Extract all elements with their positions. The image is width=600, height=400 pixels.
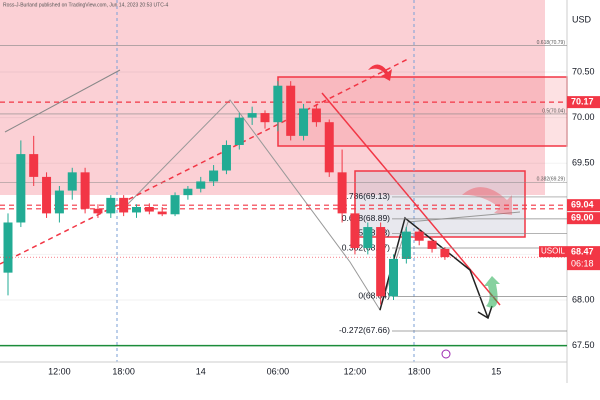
arrow-icon	[368, 64, 392, 81]
fib-label: -0.272(67.66)	[339, 325, 390, 335]
candle-body	[132, 206, 141, 213]
candle-body	[93, 208, 103, 214]
y-tick-label: 68.00	[572, 294, 595, 304]
arrow-icon	[484, 276, 500, 308]
x-tick-label: 15	[491, 366, 501, 376]
price-tag-label: 69.00	[571, 213, 594, 223]
candle-body	[183, 188, 193, 196]
candle-body	[440, 248, 450, 258]
candle-body	[311, 108, 321, 123]
fib-label: 0.382(69.29)	[537, 177, 566, 183]
y-tick-label: 69.50	[572, 158, 595, 168]
currency: USD	[572, 14, 592, 24]
candle-body	[196, 181, 206, 189]
event-icon	[441, 349, 451, 359]
price-tag-label: 69.04	[571, 200, 594, 210]
x-tick-label: 12:00	[48, 366, 71, 376]
price-tag-label: 70.17	[571, 97, 594, 107]
price-tag	[567, 199, 600, 212]
candle-body	[209, 170, 219, 182]
x-tick-label: 06:00	[267, 366, 290, 376]
candle-body	[221, 144, 231, 171]
candle-body	[157, 211, 167, 215]
supply-zone	[277, 76, 568, 147]
candle-body	[389, 258, 398, 297]
fib-label: 0.5(70.04)	[542, 108, 565, 114]
y-tick-label: 70.50	[572, 66, 595, 76]
candle-body	[350, 213, 360, 249]
price-tag	[567, 212, 600, 225]
zigzag	[119, 99, 521, 312]
candle-body	[286, 85, 296, 136]
last-price-tag	[567, 246, 600, 271]
y-tick-label: 67.50	[572, 340, 595, 350]
symbol-label: USOIL	[541, 247, 566, 256]
x-tick-label: 18:00	[408, 366, 431, 376]
fib-label: 0.786(69.13)	[342, 191, 390, 201]
arrow-head	[477, 305, 493, 320]
candle-body	[414, 231, 424, 241]
candle-body	[144, 206, 154, 212]
candle-body	[3, 222, 13, 273]
trend-line	[0, 57, 411, 265]
candle-body	[247, 113, 257, 118]
arrow-icon	[462, 187, 512, 215]
candle-body	[67, 172, 77, 191]
x-tick-label: 18:00	[112, 366, 135, 376]
candle-body	[29, 154, 39, 177]
candle-body	[324, 122, 334, 173]
candle-body	[273, 85, 283, 123]
target-zone	[354, 170, 526, 238]
candle-body	[363, 227, 373, 249]
candle-body	[42, 176, 52, 214]
y-tick-label: 70.00	[572, 112, 595, 122]
candle-body	[16, 154, 26, 223]
x-tick-label: 12:00	[344, 366, 367, 376]
pink-zone	[0, 0, 545, 195]
candle-body	[234, 117, 244, 145]
candle-body	[337, 172, 347, 214]
fib-label: 0.618(68.89)	[342, 213, 390, 223]
header: Ross-J-Burland published on TradingView.…	[3, 2, 168, 8]
last-price-label: 68.47	[571, 247, 594, 257]
candle-body	[401, 231, 411, 259]
candle-body	[80, 172, 90, 209]
candle-body	[119, 197, 129, 213]
fib-label: 0.618(70.79)	[537, 40, 566, 46]
trend-line	[4, 69, 121, 133]
candle-body	[260, 113, 270, 123]
candle-body	[54, 190, 64, 214]
symbol-tag	[539, 246, 567, 258]
countdown: 06:18	[571, 259, 594, 269]
candle-body	[376, 227, 386, 297]
candle-body	[106, 197, 116, 214]
candle-body	[299, 108, 309, 136]
price-tag	[567, 96, 600, 109]
candle-body	[427, 240, 437, 249]
candle-body	[170, 195, 180, 215]
x-tick-label: 14	[196, 366, 206, 376]
fib-label: 0(68.04)	[358, 291, 390, 301]
